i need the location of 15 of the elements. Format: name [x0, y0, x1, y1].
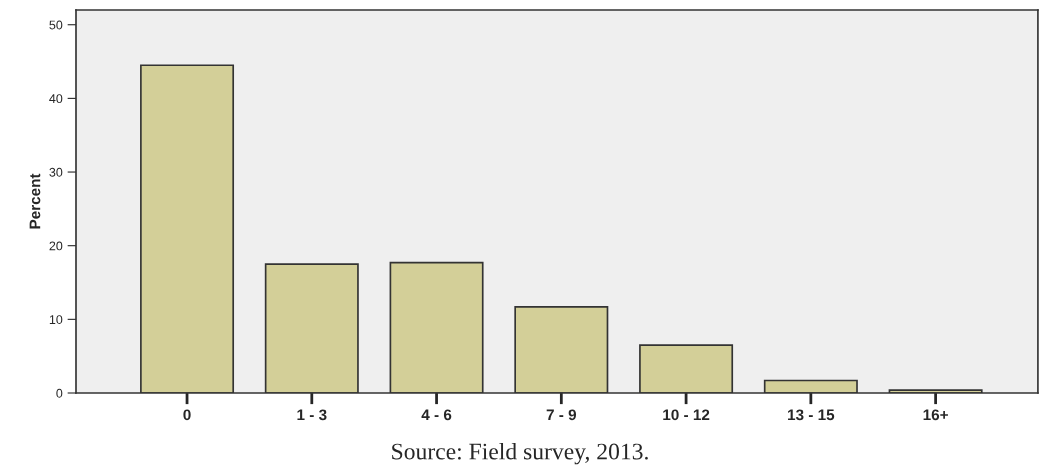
- y-tick-label: 40: [49, 94, 63, 104]
- x-tick-label: 16+: [923, 409, 948, 421]
- y-tick-label: 10: [49, 315, 63, 324]
- source-note: Source: Field survey, 2013.: [392, 442, 648, 465]
- x-tick-label: 4 - 6: [421, 409, 452, 421]
- y-axis-title: Percent: [29, 173, 41, 229]
- y-tick-label: 0: [56, 388, 63, 398]
- x-tick-label: 1 - 3: [297, 409, 327, 421]
- y-tick-label: 30: [49, 167, 63, 177]
- x-tick-label: 0: [183, 409, 191, 421]
- x-tick-label: 13 - 15: [788, 409, 835, 421]
- y-tick-label: 50: [49, 20, 63, 30]
- x-tick-label: 7 - 9: [546, 409, 577, 421]
- y-tick-label: 20: [49, 241, 63, 251]
- x-tick-label: 10 - 12: [663, 409, 710, 421]
